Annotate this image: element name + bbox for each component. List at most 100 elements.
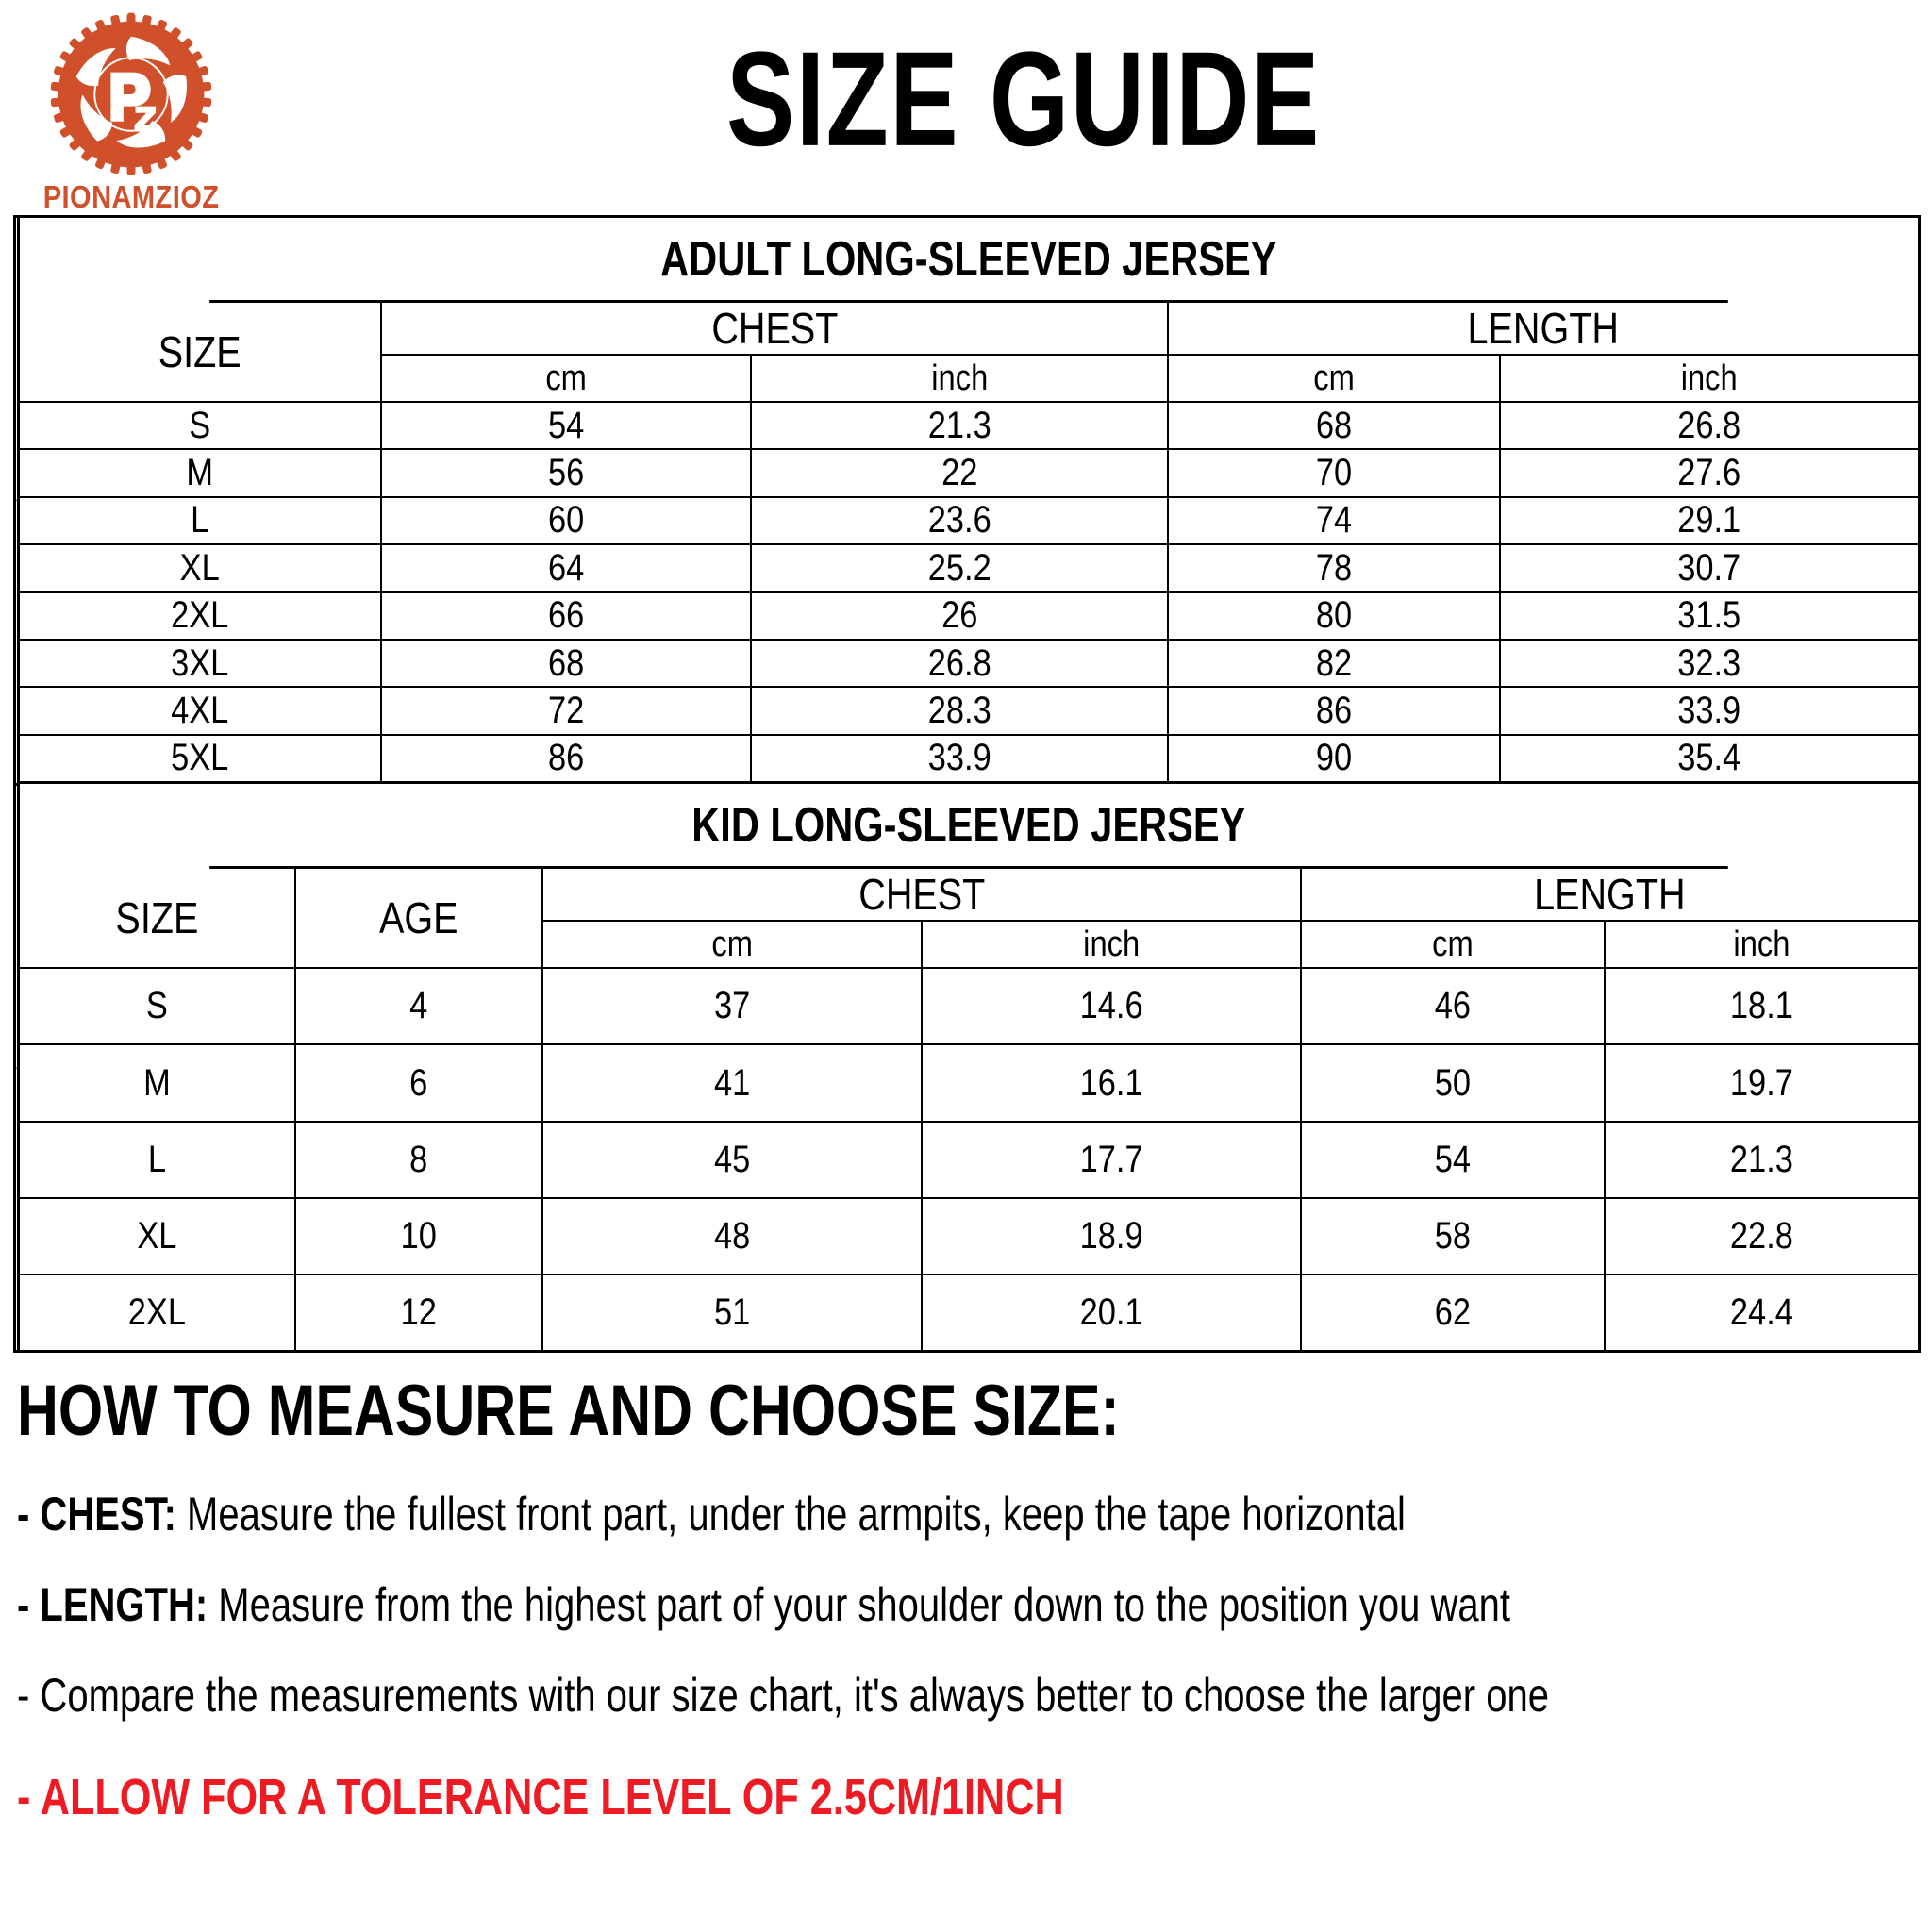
adult-header-size: SIZE [45, 303, 357, 403]
adult-jersey-illustration-icon: Chest Width Shirt Length [16, 218, 18, 783]
cell-chest-cm: 60 [406, 495, 726, 546]
cell-length-cm: 68 [1191, 400, 1478, 451]
cell-size: 5XL [45, 733, 357, 781]
adult-unit-length-cm: cm [1191, 354, 1478, 403]
table-row: L 60 23.6 74 29.1 [20, 495, 1918, 546]
cell-length-cm: 46 [1321, 966, 1585, 1046]
sprocket-pz-logo-icon [46, 9, 216, 179]
table-row: 5XL 86 33.9 90 35.4 [20, 733, 1918, 781]
cell-length-in: 32.3 [1528, 638, 1890, 689]
cell-size: L [39, 1120, 277, 1200]
cell-length-cm: 86 [1191, 686, 1478, 736]
cell-size: XL [45, 543, 357, 593]
cell-chest-in: 21.3 [778, 400, 1141, 451]
cell-length-in: 24.4 [1625, 1274, 1896, 1350]
kid-unit-length-inch: inch [1625, 920, 1896, 969]
kid-header-chest: CHEST [594, 869, 1249, 922]
jersey-diagram-column: Chest Width Shirt Length [16, 218, 21, 1351]
kid-jersey-illustration-icon: Chest Width Shirt Length [16, 786, 18, 1351]
kid-header-length: LENGTH [1343, 869, 1875, 922]
cell-chest-cm: 54 [406, 400, 726, 451]
instruction-compare: - Compare the measurements with our size… [17, 1669, 1549, 1722]
cell-age: 4 [311, 966, 526, 1046]
cell-length-cm: 70 [1191, 448, 1478, 498]
cell-chest-in: 18.9 [947, 1197, 1275, 1276]
kid-header-size: SIZE [39, 869, 277, 969]
kid-unit-length-cm: cm [1321, 920, 1585, 969]
cell-length-cm: 90 [1191, 733, 1478, 781]
cell-length-cm: 80 [1191, 591, 1478, 641]
cell-chest-cm: 72 [406, 686, 726, 736]
adult-unit-chest-cm: cm [407, 354, 726, 403]
brand-name: PIONAMZIOZ [42, 179, 220, 214]
cell-age: 12 [311, 1274, 526, 1350]
cell-size: 4XL [45, 686, 357, 736]
instruction-chest-text: Measure the fullest front part, under th… [175, 1488, 1406, 1541]
cell-length-in: 33.9 [1528, 686, 1890, 736]
cell-length-in: 19.7 [1625, 1043, 1896, 1123]
adult-size-table: SIZE CHEST LENGTH cm inch cm inch S [20, 303, 1918, 781]
kid-table-caption: KID LONG-SLEEVED JERSEY [209, 784, 1728, 869]
page-title: SIZE GUIDE [726, 24, 1321, 175]
cell-chest-in: 17.7 [947, 1120, 1275, 1200]
cell-age: 6 [311, 1043, 526, 1123]
cell-size: 2XL [45, 591, 357, 641]
instruction-length-text: Measure from the highest part of your sh… [208, 1578, 1510, 1631]
cell-chest-cm: 86 [406, 733, 726, 781]
cell-chest-in: 25.2 [778, 543, 1141, 593]
table-row: M 56 22 70 27.6 [20, 448, 1918, 498]
cell-length-cm: 50 [1321, 1043, 1585, 1123]
kid-table-block: KID LONG-SLEEVED JERSEY SIZE AGE CHEST L… [20, 784, 1918, 1350]
table-row: M 6 41 16.1 50 19.7 [20, 1043, 1918, 1123]
cell-length-in: 30.7 [1528, 543, 1890, 593]
cell-size: M [39, 1043, 277, 1123]
cell-chest-in: 26.8 [778, 638, 1141, 689]
cell-length-in: 31.5 [1528, 591, 1890, 641]
table-row: S 4 37 14.6 46 18.1 [20, 966, 1918, 1046]
cell-age: 8 [311, 1120, 526, 1200]
cell-length-cm: 58 [1321, 1197, 1585, 1276]
table-row: L 8 45 17.7 54 21.3 [20, 1120, 1918, 1200]
cell-chest-in: 28.3 [778, 686, 1141, 736]
cell-length-in: 18.1 [1625, 966, 1896, 1046]
cell-chest-cm: 51 [567, 1274, 896, 1350]
cell-chest-cm: 37 [567, 966, 896, 1046]
adult-header-length: LENGTH [1220, 303, 1866, 356]
size-chart-container: Chest Width Shirt Length [13, 215, 1921, 1353]
cell-length-in: 29.1 [1528, 495, 1890, 546]
cell-length-cm: 82 [1191, 638, 1478, 689]
instruction-chest: - CHEST: Measure the fullest front part,… [17, 1491, 1534, 1538]
cell-size: 2XL [39, 1274, 277, 1350]
cell-size: S [39, 966, 277, 1046]
kid-unit-chest-cm: cm [568, 920, 896, 969]
cell-chest-cm: 68 [406, 638, 726, 689]
cell-length-cm: 62 [1321, 1274, 1585, 1350]
instruction-length-lead: - LENGTH: [17, 1578, 208, 1631]
cell-chest-in: 20.1 [947, 1274, 1275, 1350]
cell-size: 3XL [45, 638, 357, 689]
cell-length-cm: 78 [1191, 543, 1478, 593]
brand-logo: PIONAMZIOZ [25, 9, 238, 212]
table-row: 3XL 68 26.8 82 32.3 [20, 638, 1918, 689]
table-row: XL 64 25.2 78 30.7 [20, 543, 1918, 593]
instruction-tolerance: - ALLOW FOR A TOLERANCE LEVEL OF 2.5CM/1… [17, 1769, 1064, 1825]
cell-age: 10 [311, 1197, 526, 1276]
cell-chest-cm: 48 [567, 1197, 896, 1276]
cell-chest-in: 16.1 [947, 1043, 1275, 1123]
cell-size: S [45, 400, 357, 451]
adult-unit-length-inch: inch [1528, 354, 1890, 403]
table-row: 2XL 66 26 80 31.5 [20, 591, 1918, 641]
cell-chest-in: 33.9 [778, 733, 1141, 781]
cell-length-cm: 74 [1191, 495, 1478, 546]
how-to-measure-section: HOW TO MEASURE AND CHOOSE SIZE: - CHEST:… [17, 1375, 1913, 1825]
cell-length-in: 26.8 [1528, 400, 1890, 451]
kid-header-age: AGE [311, 869, 526, 969]
kid-jersey-diagram: Chest Width Shirt Length [16, 785, 18, 1351]
cell-size: M [45, 448, 357, 498]
adult-table-block: ADULT LONG-SLEEVED JERSEY SIZE CHEST LEN… [20, 218, 1918, 784]
cell-chest-cm: 64 [406, 543, 726, 593]
adult-table-caption: ADULT LONG-SLEEVED JERSEY [209, 218, 1728, 303]
cell-chest-cm: 45 [567, 1120, 896, 1200]
tables-column: ADULT LONG-SLEEVED JERSEY SIZE CHEST LEN… [20, 218, 1918, 1350]
instruction-length: - LENGTH: Measure from the highest part … [17, 1581, 1534, 1628]
